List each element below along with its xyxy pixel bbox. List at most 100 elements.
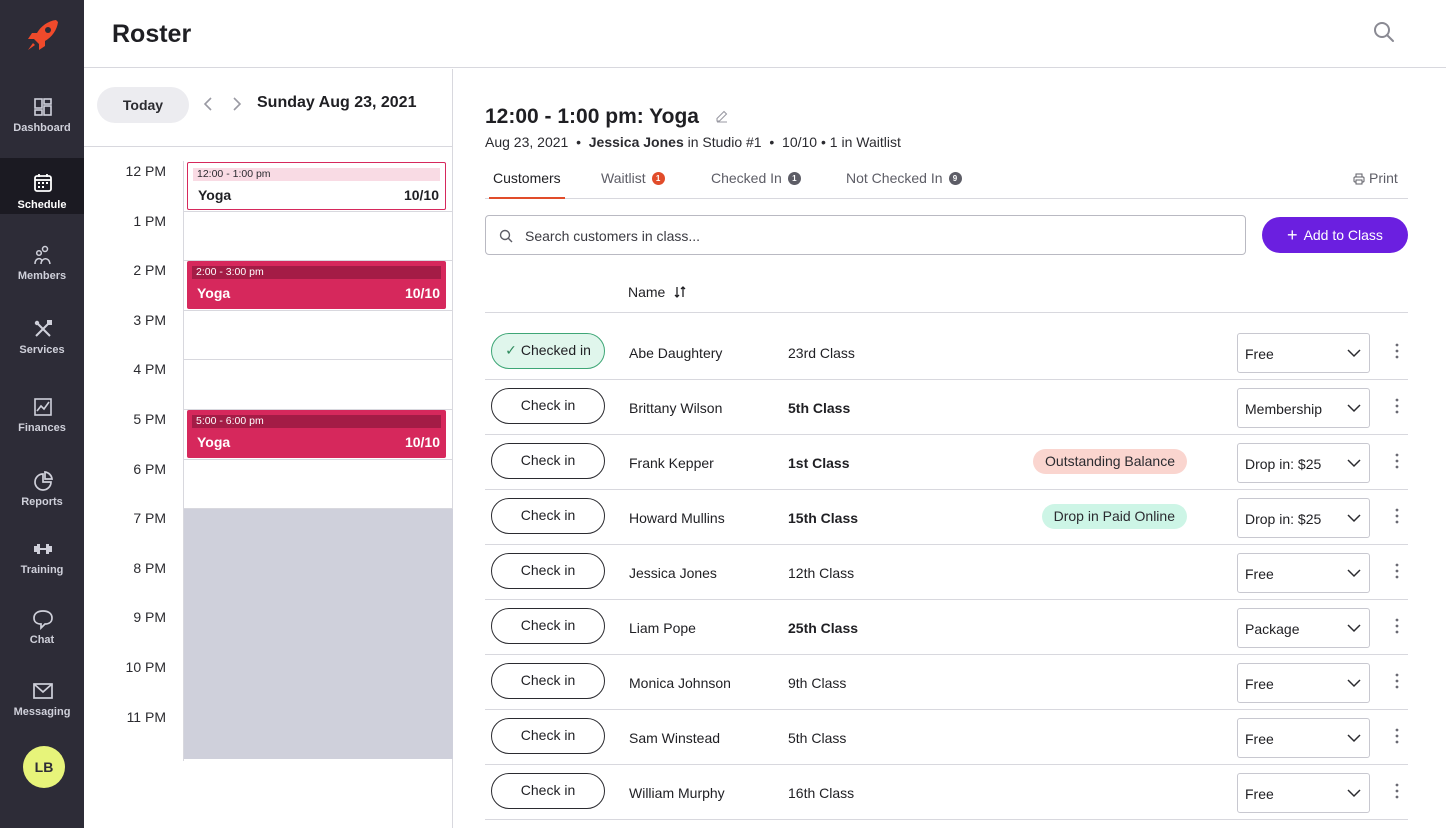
sidebar-item-reports[interactable]: Reports	[0, 462, 84, 514]
sidebar-item-label: Services	[19, 344, 65, 356]
event-capacity: 10/10	[404, 433, 440, 450]
pass-type-select[interactable]: Free	[1237, 718, 1370, 758]
user-avatar[interactable]: LB	[23, 746, 65, 788]
pass-type-select[interactable]: Free	[1237, 663, 1370, 703]
roster-tabs: Customers Waitlist 1 Checked In 1 Not Chec…	[485, 170, 1408, 199]
customer-name[interactable]: Monica Johnson	[629, 675, 731, 691]
more-options-icon[interactable]	[1390, 726, 1404, 746]
page-title: Roster	[112, 20, 192, 48]
search-icon[interactable]	[1372, 20, 1396, 44]
pass-type-select[interactable]: Free	[1237, 553, 1370, 593]
customer-name[interactable]: Howard Mullins	[629, 510, 725, 526]
customer-name[interactable]: Jessica Jones	[629, 565, 717, 581]
pass-type-value: Free	[1245, 731, 1274, 747]
edit-icon[interactable]	[715, 109, 729, 123]
check-in-label: Check in	[520, 397, 576, 413]
check-in-button[interactable]: Check in	[491, 718, 605, 754]
check-in-button[interactable]: Check in	[491, 388, 605, 424]
pass-type-value: Free	[1245, 786, 1274, 802]
table-header-divider	[485, 312, 1408, 313]
hour-label: 12 PM	[125, 163, 166, 179]
table-row: Check in Brittany Wilson 5th Class Membersh…	[485, 380, 1408, 435]
pass-type-value: Drop in: $25	[1245, 456, 1322, 472]
chevron-down-icon	[1347, 789, 1361, 798]
today-button[interactable]: Today	[97, 87, 189, 123]
pass-type-select[interactable]: Package	[1237, 608, 1370, 648]
class-count: 25th Class	[788, 620, 859, 636]
pass-type-select[interactable]: Free	[1237, 773, 1370, 813]
pass-type-value: Free	[1245, 676, 1274, 692]
check-in-button[interactable]: ✓ Checked in	[491, 333, 605, 369]
chevron-down-icon	[1347, 569, 1361, 578]
check-in-button[interactable]: Check in	[491, 773, 605, 809]
event-name: Yoga	[197, 433, 231, 450]
table-row: Check in Frank Kepper 1st Class Outstanding…	[485, 435, 1408, 490]
check-in-button[interactable]: Check in	[491, 663, 605, 699]
pass-type-select[interactable]: Drop in: $25	[1237, 443, 1370, 483]
check-in-button[interactable]: Check in	[491, 553, 605, 589]
hour-label: 8 PM	[133, 559, 166, 576]
tab-checked-in[interactable]: Checked In 1	[711, 170, 801, 199]
sidebar-item-messaging[interactable]: Messaging	[0, 672, 84, 724]
check-in-button[interactable]: Check in	[491, 608, 605, 644]
instructor-name[interactable]: Jessica Jones	[588, 134, 684, 150]
hour-gridline	[184, 309, 453, 311]
customer-name[interactable]: Abe Daughtery	[629, 345, 723, 361]
add-to-class-button[interactable]: + Add to Class	[1262, 217, 1408, 253]
calendar-date: Sunday Aug 23, 2021	[257, 94, 417, 111]
more-options-icon[interactable]	[1390, 671, 1404, 691]
pass-type-select[interactable]: Free	[1237, 333, 1370, 373]
hour-label: 2 PM	[133, 262, 166, 279]
table-row: Check in Monica Johnson 9th Class Free	[485, 655, 1408, 710]
more-options-icon[interactable]	[1390, 396, 1404, 416]
tab-waitlist[interactable]: Waitlist 1	[601, 170, 665, 199]
table-row: Check in William Murphy 16th Class Free	[485, 765, 1408, 820]
sidebar-item-finances[interactable]: Finances	[0, 388, 84, 440]
name-column-header[interactable]: Name	[628, 284, 687, 300]
sidebar-item-label: Schedule	[17, 199, 67, 211]
tab-not-checked-in[interactable]: Not Checked In 9	[846, 170, 962, 199]
chevron-right-icon[interactable]	[227, 95, 245, 113]
rocket-logo-icon[interactable]	[22, 16, 62, 56]
sidebar-item-label: Finances	[18, 422, 66, 434]
sidebar-item-services[interactable]: Services	[0, 310, 84, 362]
more-options-icon[interactable]	[1390, 781, 1404, 801]
pass-type-value: Drop in: $25	[1245, 511, 1322, 527]
sidebar-item-members[interactable]: Members	[0, 236, 84, 288]
class-count: 12th Class	[788, 565, 855, 581]
chevron-left-icon[interactable]	[200, 95, 218, 113]
customer-name[interactable]: Liam Pope	[629, 620, 696, 636]
customer-name[interactable]: Brittany Wilson	[629, 400, 723, 416]
status-badge: Outstanding Balance	[1033, 449, 1187, 474]
sidebar-item-schedule[interactable]: Schedule	[0, 158, 84, 214]
event-time: 2:00 - 3:00 pm	[192, 265, 441, 279]
tab-customers[interactable]: Customers	[489, 170, 565, 199]
more-options-icon[interactable]	[1390, 561, 1404, 581]
calendar-event[interactable]: 2:00 - 3:00 pm Yoga 10/10	[187, 260, 446, 309]
sidebar-item-label: Messaging	[13, 706, 71, 718]
class-count: 1st Class	[788, 455, 850, 471]
customer-search-input[interactable]	[525, 225, 1225, 247]
customer-name[interactable]: William Murphy	[629, 785, 725, 801]
check-in-button[interactable]: Check in	[491, 498, 605, 534]
pass-type-value: Membership	[1245, 401, 1323, 417]
more-options-icon[interactable]	[1390, 341, 1404, 361]
event-name: Yoga	[198, 186, 232, 203]
sidebar-item-label: Chat	[29, 634, 55, 646]
print-button[interactable]: Print	[1353, 170, 1398, 186]
sidebar-item-chat[interactable]: Chat	[0, 600, 84, 652]
sidebar-item-training[interactable]: Training	[0, 530, 84, 582]
customer-name[interactable]: Frank Kepper	[629, 455, 714, 471]
pass-type-select[interactable]: Drop in: $25	[1237, 498, 1370, 538]
check-in-label: Checked in	[520, 342, 591, 358]
pass-type-select[interactable]: Membership	[1237, 388, 1370, 428]
sidebar-item-dashboard[interactable]: Dashboard	[0, 88, 84, 140]
calendar-event[interactable]: 5:00 - 6:00 pm Yoga 10/10	[187, 409, 446, 458]
class-count: 5th Class	[788, 400, 851, 416]
more-options-icon[interactable]	[1390, 616, 1404, 636]
calendar-event[interactable]: 12:00 - 1:00 pm Yoga 10/10	[187, 161, 446, 210]
customer-name[interactable]: Sam Winstead	[629, 730, 721, 746]
more-options-icon[interactable]	[1390, 451, 1404, 471]
check-in-button[interactable]: Check in	[491, 443, 605, 479]
more-options-icon[interactable]	[1390, 506, 1404, 526]
